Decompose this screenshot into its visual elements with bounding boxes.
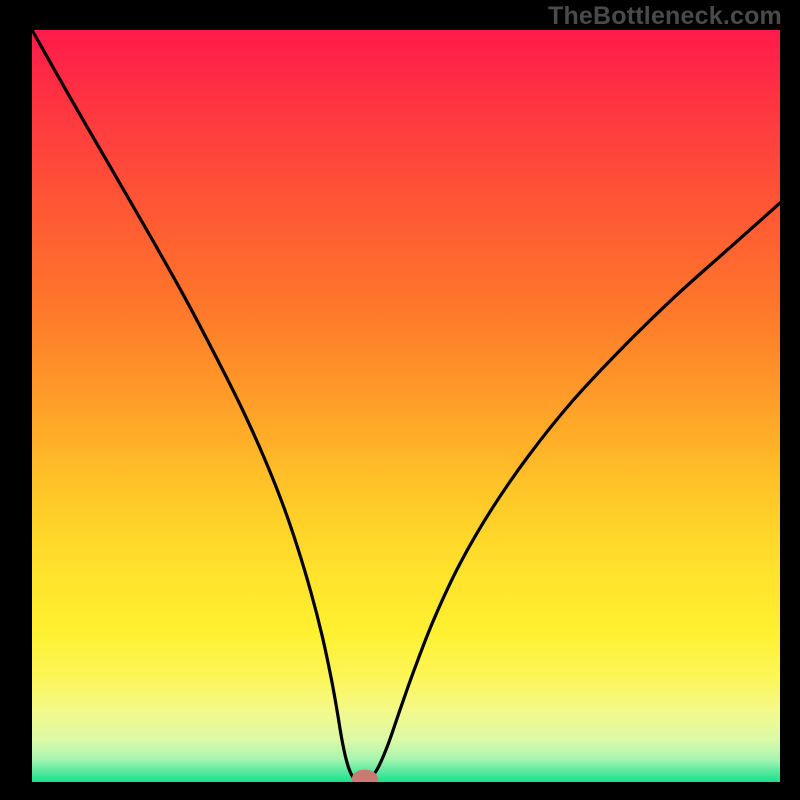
chart-stage: TheBottleneck.com [0, 0, 800, 800]
plot-svg [32, 30, 780, 782]
gradient-background [32, 30, 780, 782]
watermark-text: TheBottleneck.com [548, 2, 782, 31]
plot-area [32, 30, 780, 782]
